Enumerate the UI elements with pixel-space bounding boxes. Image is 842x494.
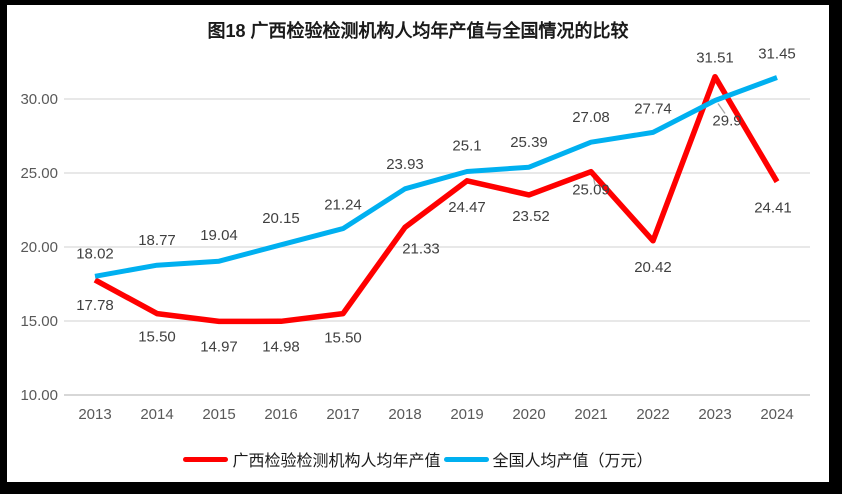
data-label-s0-8: 25.09 [572, 182, 610, 199]
data-label-s0-6: 24.47 [448, 199, 486, 216]
legend-swatch-red-line-icon [183, 456, 229, 462]
chart-legend: 广西检验检测机构人均年产值 全国人均产值（万元） [7, 447, 829, 471]
y-tick-label: 30.00 [20, 91, 58, 108]
data-label-s1-5: 23.93 [386, 156, 424, 173]
data-label-s1-6: 25.1 [452, 138, 481, 155]
x-tick-label: 2024 [760, 406, 793, 423]
x-tick-label: 2019 [450, 406, 483, 423]
legend-swatch-blue-line-icon [443, 456, 489, 462]
line-chart: 10.00 15.00 20.00 25.00 30.00 2013 2014 2015 201… [20, 46, 810, 423]
data-label-s0-9: 20.42 [634, 259, 672, 276]
data-label-s1-7: 25.39 [510, 134, 548, 151]
chart-title: 图18 广西检验检测机构人均年产值与全国情况的比较 [207, 21, 629, 41]
data-label-s1-10: 29.9 [712, 113, 741, 130]
data-label-s1-8: 27.08 [572, 109, 610, 126]
data-label-s1-0: 18.02 [76, 245, 114, 262]
x-tick-label: 2014 [140, 406, 173, 423]
data-label-s1-9: 27.74 [634, 100, 672, 117]
chart-canvas: 图18 广西检验检测机构人均年产值与全国情况的比较 10.00 15.00 20.0… [7, 5, 829, 482]
data-label-s0-2: 14.97 [200, 338, 238, 355]
legend-label-guangxi: 广西检验检测机构人均年产值 [232, 453, 441, 470]
x-tick-label: 2021 [574, 406, 607, 423]
x-tick-label: 2020 [512, 406, 545, 423]
data-label-s0-1: 15.50 [138, 329, 176, 346]
data-label-s0-7: 23.52 [512, 208, 550, 225]
data-label-s0-5: 21.33 [402, 240, 440, 257]
x-tick-label: 2016 [264, 406, 297, 423]
series-line-0 [93, 73, 780, 325]
legend-label-national: 全国人均产值（万元） [492, 453, 653, 470]
data-label-s0-0: 17.78 [76, 297, 114, 314]
data-label-s1-2: 19.04 [200, 227, 238, 244]
x-tick-label: 2018 [388, 406, 421, 423]
x-tick-label: 2015 [202, 406, 235, 423]
y-tick-label: 10.00 [20, 387, 58, 404]
x-tick-label: 2022 [636, 406, 669, 423]
x-tick-label: 2013 [78, 406, 111, 423]
data-label-s0-3: 14.98 [262, 338, 300, 355]
data-label-s0-10: 31.51 [696, 50, 734, 67]
series-line-1 [94, 75, 778, 279]
legend-item-guangxi: 广西检验检测机构人均年产值 [183, 447, 441, 471]
data-label-s1-11: 31.45 [758, 46, 796, 63]
leader-line [717, 103, 726, 114]
data-label-s1-3: 20.15 [262, 210, 300, 227]
x-tick-label: 2017 [326, 406, 359, 423]
legend-item-national: 全国人均产值（万元） [443, 447, 653, 471]
data-label-s0-4: 15.50 [324, 330, 362, 347]
data-label-s0-11: 24.41 [754, 200, 792, 217]
x-tick-label: 2023 [698, 406, 731, 423]
data-label-s1-1: 18.77 [138, 232, 176, 249]
y-tick-label: 15.00 [20, 313, 58, 330]
y-tick-label: 20.00 [20, 239, 58, 256]
data-label-s1-4: 21.24 [324, 197, 362, 214]
y-tick-label: 25.00 [20, 165, 58, 182]
